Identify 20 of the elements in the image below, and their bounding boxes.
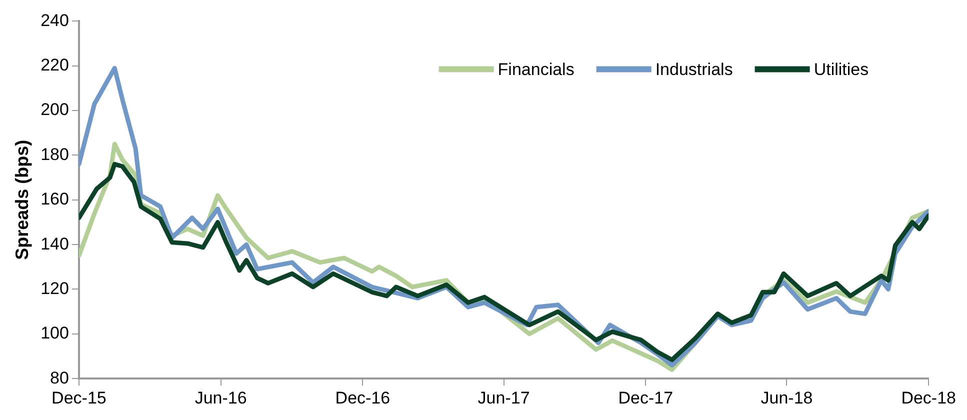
y-axis-title: Spreads (bps) (12, 140, 32, 260)
x-tick-label: Jun-17 (478, 388, 530, 408)
y-tick-label: 100 (40, 324, 69, 343)
x-tick-label: Dec-17 (618, 388, 674, 408)
y-tick-label: 140 (40, 234, 69, 254)
legend-label: Industrials (655, 60, 733, 79)
x-tick-label: Dec-18 (901, 388, 956, 408)
y-tick-label: 240 (40, 10, 69, 30)
y-tick-label: 120 (40, 278, 69, 298)
y-tick-label: 180 (40, 144, 69, 164)
y-tick-label: 220 (40, 56, 69, 75)
y-tick-label: 80 (50, 368, 69, 388)
x-tick-label: Jun-16 (194, 388, 247, 408)
y-tick-label: 200 (40, 100, 69, 120)
x-tick-label: Jun-18 (760, 388, 813, 408)
x-tick-label: Dec-15 (52, 388, 106, 408)
y-tick-label: 160 (40, 190, 69, 209)
x-tick-label: Dec-16 (335, 388, 390, 408)
legend-label: Utilities (814, 60, 869, 79)
legend-label: Financials (498, 60, 574, 79)
